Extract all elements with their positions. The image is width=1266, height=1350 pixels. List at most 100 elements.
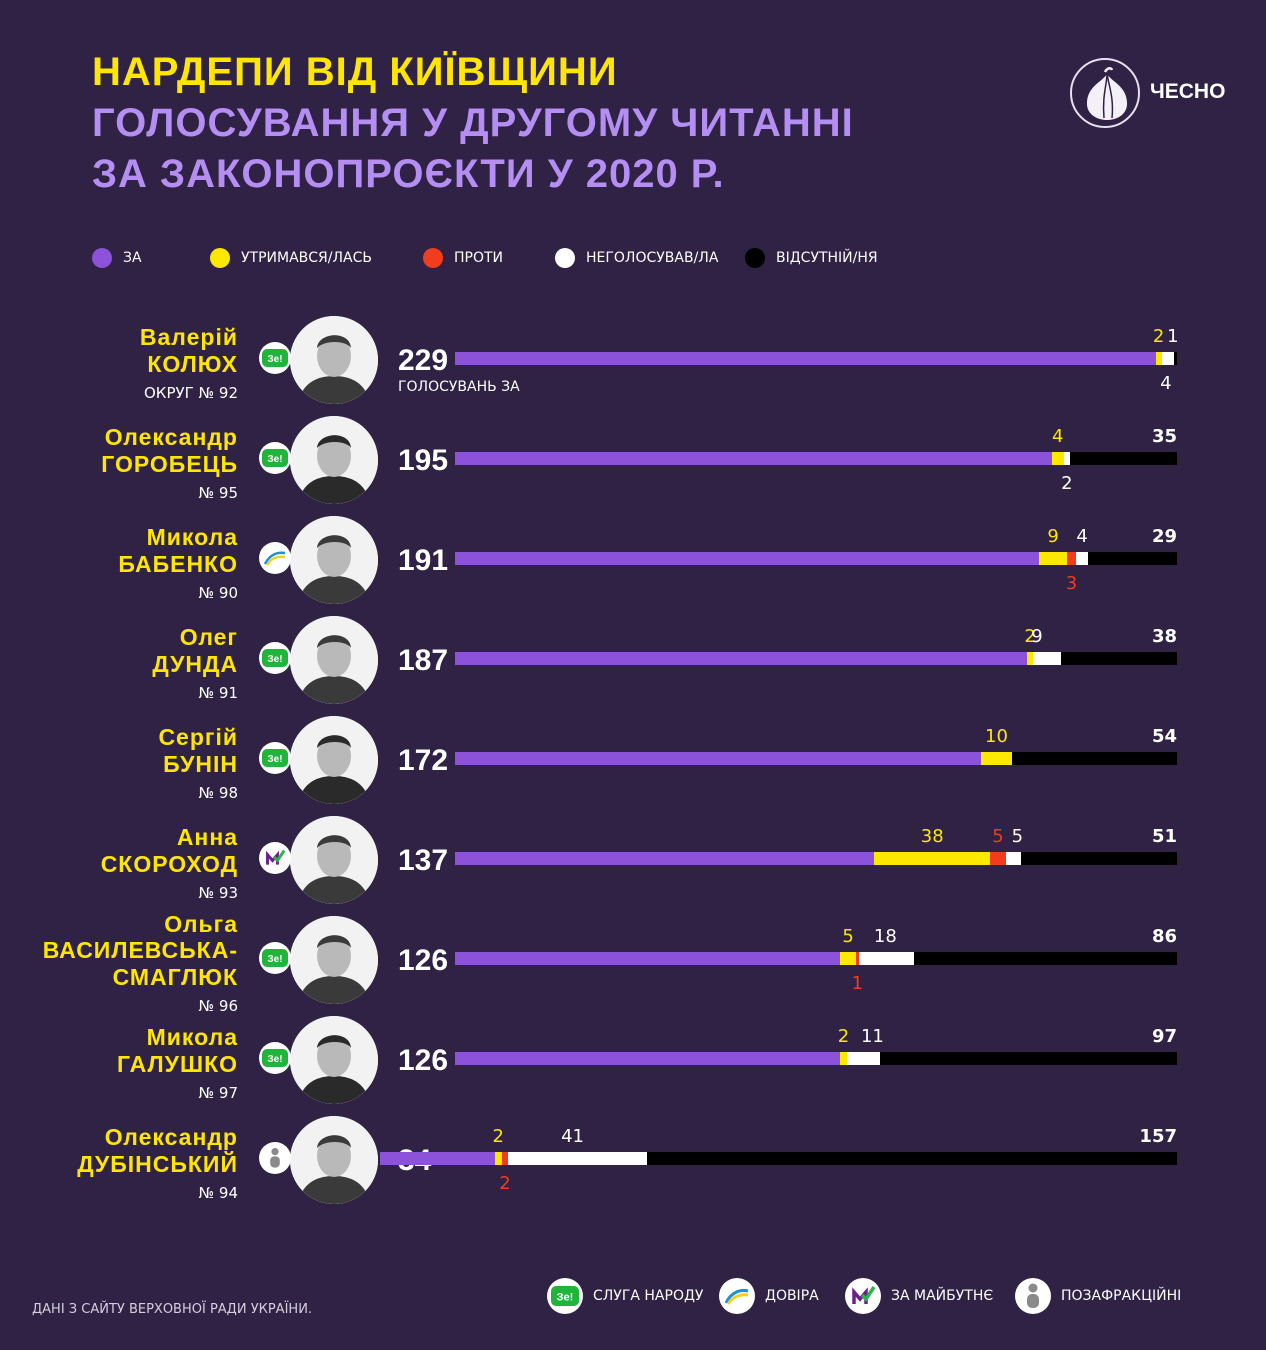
legend-label-utrymavsia: УТРИМАВСЯ/ЛАСЬ [241, 250, 372, 266]
legend-dot-proty [423, 248, 443, 268]
legend-dot-neholosuvav [555, 248, 575, 268]
value-label-proty: 2 [499, 1173, 511, 1194]
title-line-2: ГОЛОСУВАННЯ У ДРУГОМУ ЧИТАННІ [92, 101, 854, 145]
sluha-party-icon: Зе! [259, 1042, 291, 1074]
bar-segment-neholosuvav [858, 952, 914, 965]
deputy-district: № 90 [198, 584, 238, 602]
value-label-proty: 1 [851, 973, 864, 994]
value-label-vidsutnii: 51 [1151, 826, 1177, 847]
bar-segment-utrymavsia [874, 852, 991, 865]
legend-label-vidsutnii: ВІДСУТНІЙ/НЯ [776, 250, 878, 266]
value-label-utrymavsia: 38 [920, 826, 944, 847]
pozafraktsiini-party-icon [259, 1142, 291, 1174]
svg-text:Зе!: Зе! [267, 1054, 282, 1065]
bar-segment-proty [855, 952, 859, 965]
value-label-vidsutnii: 97 [1151, 1026, 1177, 1047]
svg-text:Зе!: Зе! [267, 654, 282, 665]
deputy-first-name: Валерій [139, 324, 238, 350]
legend-label-proty: ПРОТИ [454, 250, 504, 266]
deputy-district: № 93 [198, 884, 238, 902]
deputy-row: Олександр ГОРОБЕЦЬ № 95 Зе! 195 4 2 35 [0, 410, 1266, 510]
deputy-district: № 96 [198, 997, 238, 1015]
za-value-label: 187 [398, 644, 449, 677]
bar-segment-vidsutnii [1088, 552, 1177, 565]
bar-segment-neholosuvav [846, 1052, 881, 1065]
value-label-vidsutnii: 86 [1151, 926, 1177, 947]
bar-segment-za [455, 352, 1156, 365]
bar-segment-za [455, 552, 1040, 565]
svg-text:Зе!: Зе! [267, 354, 282, 365]
sluha-party-icon: Зе! [259, 642, 291, 674]
deputy-first-name: Микола [146, 524, 238, 550]
deputy-row: Анна СКОРОХОД № 93 137 38 5 5 51 [0, 810, 1266, 910]
bar-segment-vidsutnii [1069, 452, 1177, 465]
bar-segment-neholosuvav [1161, 352, 1174, 365]
deputy-last-name: ГОРОБЕЦЬ [101, 451, 238, 477]
bar-segment-vidsutnii [1060, 652, 1177, 665]
value-label-neholosuvav: 9 [1031, 626, 1043, 647]
chart-legend: ЗА УТРИМАВСЯ/ЛАСЬ ПРОТИ НЕГОЛОСУВАВ/ЛА В… [0, 246, 1266, 270]
deputy-row: Олег ДУНДА № 91 Зе! 187 2 9 38 [0, 610, 1266, 710]
svg-text:Зе!: Зе! [267, 754, 282, 765]
legend-item-proty: ПРОТИ [423, 246, 503, 270]
legend-item-vidsutnii: ВІДСУТНІЙ/НЯ [745, 246, 878, 270]
value-label-utrymavsia: 5 [842, 926, 854, 947]
bar-segment-vidsutnii [1173, 352, 1177, 365]
person-icon [1015, 1278, 1051, 1314]
bar-segment-vidsutnii [1020, 852, 1177, 865]
bar-segment-za [455, 652, 1028, 665]
deputy-photo [290, 616, 378, 704]
footer-legend-pozafraktsiini: ПОЗАФРАКЦІЙНІ [1015, 1278, 1181, 1314]
bar-segment-utrymavsia [1155, 352, 1162, 365]
deputy-row: СМАГЛЮК Ольга ВАСИЛЕВСЬКА- № 96 Зе! 126 5 18 1 86 [0, 910, 1266, 1015]
chesno-logo-icon [1070, 58, 1140, 128]
bar-segment-utrymavsia [494, 1152, 502, 1165]
value-label-vidsutnii: 1 [1167, 326, 1179, 347]
legend-label-neholosuvav: НЕГОЛОСУВАВ/ЛА [586, 250, 719, 266]
footer-legend-label-dovira: ДОВІРА [765, 1288, 819, 1304]
svg-text:Зе!: Зе! [267, 454, 282, 465]
bar-segment-za [455, 452, 1052, 465]
deputy-photo [290, 416, 378, 504]
deputy-last-name: СКОРОХОД [100, 851, 238, 877]
dovira-icon [719, 1278, 755, 1314]
bar-segment-utrymavsia [1039, 552, 1067, 565]
bar-segment-za [455, 1052, 841, 1065]
maibutne-party-icon [259, 842, 291, 874]
legend-dot-utrymavsia [210, 248, 230, 268]
deputy-last-name: ДУНДА [152, 651, 238, 677]
value-label-neholosuvav: 4 [1160, 373, 1172, 394]
legend-label-za: ЗА [123, 250, 142, 266]
bar-segment-proty [501, 1152, 509, 1165]
deputy-district: № 98 [198, 784, 238, 802]
bar-segment-proty [990, 852, 1006, 865]
deputy-row: Сергій БУНІН № 98 Зе! 172 10 54 [0, 710, 1266, 810]
deputy-district: № 94 [198, 1184, 238, 1202]
deputy-last-name: ГАЛУШКО [117, 1051, 238, 1077]
footer-legend-dovira: ДОВІРА [719, 1278, 819, 1314]
deputy-photo [290, 316, 378, 404]
footer-legend-label-sluha: СЛУГА НАРОДУ [593, 1288, 704, 1304]
deputy-last-name: ДУБІНСЬКИЙ [77, 1151, 238, 1177]
brand-name: ЧЕСНО [1150, 80, 1226, 103]
deputy-first-name: Ольга [164, 911, 238, 937]
deputy-first-name: Анна [176, 824, 238, 850]
footer-legend-label-maibutne: ЗА МАЙБУТНЄ [891, 1288, 994, 1304]
legend-item-neholosuvav: НЕГОЛОСУВАВ/ЛА [555, 246, 718, 270]
bar-segment-utrymavsia [840, 952, 856, 965]
value-caption: ГОЛОСУВАНЬ ЗА [398, 379, 520, 395]
bar-segment-za [455, 952, 841, 965]
za-value-label: 191 [398, 544, 449, 577]
bar-segment-vidsutnii [1011, 752, 1177, 765]
bar-segment-za [455, 752, 982, 765]
legend-dot-vidsutnii [745, 248, 765, 268]
value-label-vidsutnii: 35 [1151, 426, 1177, 447]
deputy-first-name: Олександр [104, 424, 238, 450]
footer-legend-sluha: Зе! СЛУГА НАРОДУ [547, 1278, 703, 1314]
deputy-row: Микола ГАЛУШКО № 97 Зе! 126 2 11 97 [0, 1010, 1266, 1110]
bar-segment-za [455, 852, 875, 865]
legend-dot-za [92, 248, 112, 268]
svg-text:Зе!: Зе! [267, 954, 282, 965]
value-label-utrymavsia: 2 [1152, 326, 1165, 347]
